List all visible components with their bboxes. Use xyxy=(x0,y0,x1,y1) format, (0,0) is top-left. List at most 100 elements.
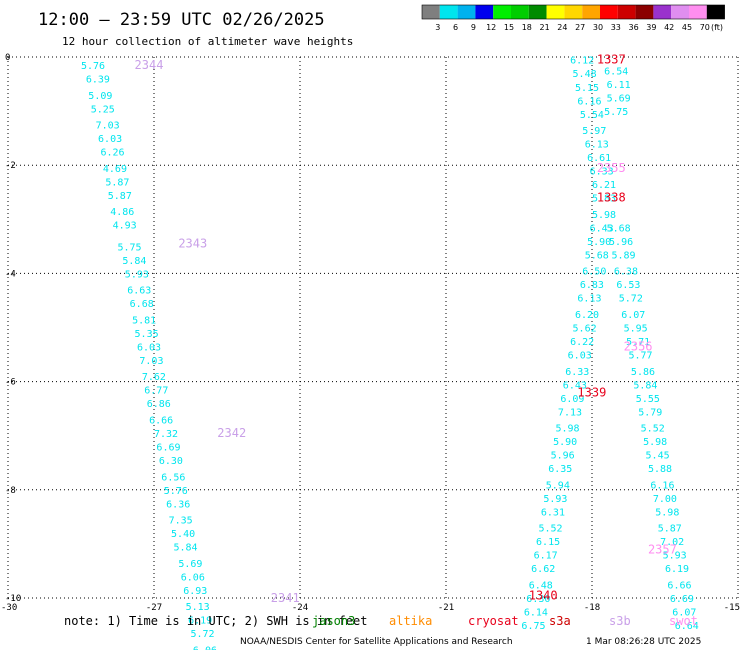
wave-height-label: 6.63 xyxy=(127,286,151,297)
wave-height-label: 6.21 xyxy=(592,180,616,191)
wave-height-label: 6.39 xyxy=(86,75,110,86)
pass-number-label: 1337 xyxy=(597,53,626,67)
colorbar-unit: (ft) xyxy=(711,23,723,32)
wave-height-label: 5.86 xyxy=(631,367,655,378)
colorbar-swatch xyxy=(600,5,618,19)
wave-height-label: 5.68 xyxy=(607,223,631,234)
colorbar-swatch xyxy=(422,5,440,19)
wave-height-label: 6.06 xyxy=(181,572,205,583)
satellite-legend-altika: altika xyxy=(389,614,432,628)
colorbar-swatch xyxy=(671,5,689,19)
wave-height-label: 6.12 xyxy=(570,56,594,67)
colorbar-tick-label: 24 xyxy=(557,23,567,32)
wave-height-label: 6.33 xyxy=(590,167,614,178)
colorbar-swatch xyxy=(457,5,476,19)
pass-number-label: 1340 xyxy=(529,588,558,602)
wave-height-label: 6.30 xyxy=(526,594,550,605)
wave-height-label: 6.50 xyxy=(582,267,606,278)
wave-height-label: 6.53 xyxy=(616,280,640,291)
wave-height-label: 5.93 xyxy=(125,269,149,280)
wave-height-label: 5.98 xyxy=(655,507,679,518)
wave-height-label: 6.83 xyxy=(580,280,604,291)
wave-height-label: 5.75 xyxy=(604,107,628,118)
pass-number-label: 2355 xyxy=(597,161,626,175)
wave-height-label: 5.76 xyxy=(81,61,105,72)
colorbar-swatch xyxy=(617,5,636,19)
wave-height-label: 5.81 xyxy=(132,315,156,326)
y-tick-label: -6 xyxy=(5,378,16,388)
wave-height-label: 5.40 xyxy=(171,529,195,540)
colorbar-tick-label: 15 xyxy=(504,23,514,32)
wave-height-label: 6.36 xyxy=(166,499,190,510)
track-series: 6.12 5.48 5.15 6.16 5.54 5.97 6.13 6.61 6.33 6.21… xyxy=(521,56,616,632)
wave-height-label: 4.69 xyxy=(103,164,127,175)
wave-height-label: 5.77 xyxy=(629,351,653,362)
wave-height-label: 6.69 xyxy=(670,594,694,605)
footer-note: note: 1) Time is in UTC; 2) SWH is in fe… xyxy=(64,614,367,628)
pass-number-label: 1339 xyxy=(577,385,606,399)
wave-height-label: 6.03 xyxy=(98,134,122,145)
wave-height-label: 5.93 xyxy=(663,551,687,562)
wave-height-label: 5.52 xyxy=(641,424,665,435)
wave-height-label: 5.98 xyxy=(592,210,616,221)
pass-number-label: 2341 xyxy=(271,591,300,605)
wave-height-label: 5.84 xyxy=(633,380,657,391)
wave-height-label: 5.96 xyxy=(551,451,575,462)
wave-height-label: 7.00 xyxy=(653,494,677,505)
colorbar: 3 6 9 12 15 18 21 24 27 30 33 36 39 42 45 70 (ft) xyxy=(421,4,725,32)
wave-height-label: 6.43 xyxy=(563,380,587,391)
colorbar-swatch xyxy=(635,5,654,19)
wave-height-label: 6.38 xyxy=(614,267,638,278)
satellite-legend-jason3: jason3 xyxy=(312,614,355,628)
wave-height-label: 5.84 xyxy=(122,256,146,267)
wave-height-label: 6.19 xyxy=(665,564,689,575)
satellite-legend-swot: swot xyxy=(669,614,698,628)
satellite-legend-cryosat: cryosat xyxy=(468,614,519,628)
colorbar-tick-label: 18 xyxy=(522,23,532,32)
satellite-legend: jason3 altika cryosat s3a s3b swot xyxy=(312,614,698,628)
wave-height-label: 6.14 xyxy=(524,608,548,619)
colorbar-swatch xyxy=(493,5,511,19)
wave-height-label: 6.26 xyxy=(100,148,124,159)
wave-height-label: 6.48 xyxy=(529,580,553,591)
wave-height-label: 5.13 xyxy=(186,602,210,613)
colorbar-tick-label: 21 xyxy=(540,23,550,32)
wave-height-label: 5.15 xyxy=(575,83,599,94)
pass-number-label: 2343 xyxy=(178,237,207,251)
wave-height-label: 7.62 xyxy=(142,372,166,383)
wave-height-label: 6.75 xyxy=(521,621,545,632)
wave-height-label: 6.77 xyxy=(144,386,168,397)
wave-height-label: 5.72 xyxy=(619,294,643,305)
wave-height-label: 5.95 xyxy=(624,324,648,335)
wave-height-label: 6.93 xyxy=(183,586,207,597)
wave-height-label: 5.87 xyxy=(658,524,682,535)
wave-height-label: 5.97 xyxy=(582,126,606,137)
wave-height-label: 6.07 xyxy=(621,310,645,321)
footer-credit: NOAA/NESDIS Center for Satellite Applica… xyxy=(240,637,513,647)
wave-height-label: 7.02 xyxy=(660,537,684,548)
wave-height-label: 5.83 xyxy=(592,194,616,205)
wave-height-label: 6.13 xyxy=(577,294,601,305)
pass-labels: 2344 2343 2342 2341 1337 1338 1339 1340 2355 2356… xyxy=(135,53,677,605)
wave-height-label: 6.07 xyxy=(672,608,696,619)
wave-height-label: 6.03 xyxy=(568,351,592,362)
wave-height-label: 5.25 xyxy=(91,104,115,115)
y-tick-label: 0 xyxy=(5,53,10,63)
wave-height-label: 6.69 xyxy=(156,443,180,454)
colorbar-tick-label: 12 xyxy=(486,23,496,32)
colorbar-tick-label: 3 xyxy=(435,23,440,32)
pass-number-label: 2344 xyxy=(135,58,164,72)
y-tick-label: -8 xyxy=(5,486,16,496)
grid-lines xyxy=(7,56,739,599)
wave-height-label: 6.19 xyxy=(188,616,212,627)
colorbar-swatch xyxy=(475,5,494,19)
wave-height-label: 5.88 xyxy=(648,464,672,475)
wave-height-label: 6.61 xyxy=(587,153,611,164)
satellite-legend-s3b: s3b xyxy=(609,614,631,628)
wave-height-label: 5.72 xyxy=(191,629,215,640)
wave-height-label: 6.64 xyxy=(675,621,699,632)
wave-height-label: 7.03 xyxy=(139,356,163,367)
colorbar-swatch xyxy=(546,5,565,19)
track-series: 5.76 6.39 5.09 5.25 7.03 6.03 6.26 4.69 5.87 5.87… xyxy=(81,61,217,650)
colorbar-tick-label: 70 xyxy=(700,23,710,32)
